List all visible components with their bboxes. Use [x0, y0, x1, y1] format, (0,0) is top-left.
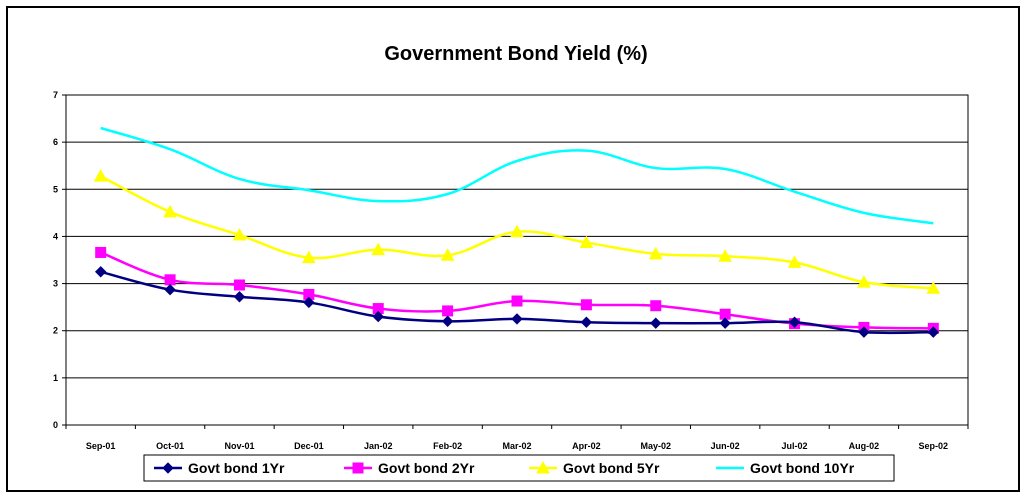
legend-marker	[162, 462, 174, 474]
y-tick-label: 4	[53, 231, 58, 241]
data-point	[303, 296, 315, 309]
series-3	[100, 126, 934, 225]
chart-svg: Government Bond Yield (%) 0 1 2 3 4 5 6 7 Sep-0…	[53, 43, 969, 482]
data-point	[650, 300, 662, 312]
x-tick-label: Sep-01	[86, 441, 116, 451]
legend-box	[143, 454, 895, 482]
series-2	[93, 169, 941, 294]
chart-frame: Government Bond Yield (%) 0 1 2 3 4 5 6 7 Sep-0…	[6, 6, 1020, 492]
data-point	[510, 224, 524, 238]
data-point	[232, 227, 247, 241]
x-tick-label: Sep-02	[919, 441, 949, 451]
legend: Govt bond 1Yr Govt bond 2Yr Govt bond 5Yr G…	[154, 460, 855, 476]
x-tick-label: Feb-02	[433, 441, 462, 451]
y-tick-labels: 0 1 2 3 4 5 6 7	[53, 90, 58, 430]
legend-label: Govt bond 10Yr	[750, 460, 855, 476]
data-point	[372, 310, 384, 323]
data-point	[926, 281, 941, 294]
data-point	[442, 305, 454, 317]
plot-area	[65, 94, 969, 426]
legend-marker	[536, 460, 550, 474]
data-point	[648, 246, 663, 260]
data-point	[511, 295, 523, 307]
legend-item: Govt bond 1Yr	[154, 460, 285, 476]
x-tick-label: Nov-01	[224, 441, 254, 451]
data-point	[579, 235, 594, 249]
x-tick-label: Oct-01	[156, 441, 184, 451]
legend-label: Govt bond 2Yr	[378, 460, 475, 476]
x-tick-label: Mar-02	[502, 441, 531, 451]
legend-item: Govt bond 10Yr	[716, 460, 855, 476]
data-point	[787, 255, 802, 268]
data-point	[511, 313, 523, 325]
y-tick-label: 0	[53, 420, 58, 430]
x-tick-label: Apr-02	[572, 441, 601, 451]
y-tick-label: 2	[53, 326, 58, 336]
legend-label: Govt bond 1Yr	[188, 460, 285, 476]
legend-item: Govt bond 5Yr	[529, 460, 660, 476]
data-point	[580, 316, 593, 328]
data-point	[858, 326, 870, 338]
data-point	[93, 169, 108, 182]
data-point	[650, 317, 662, 329]
x-tick-label: Dec-01	[294, 441, 324, 451]
x-tick-label: Jan-02	[364, 441, 393, 451]
data-point	[233, 291, 246, 303]
x-tick-label: Aug-02	[849, 441, 880, 451]
x-tick-label: Jun-02	[711, 441, 740, 451]
legend-item: Govt bond 2Yr	[344, 460, 475, 476]
data-point	[718, 249, 732, 262]
data-point	[233, 279, 245, 291]
x-tick-labels: Sep-01 Oct-01 Nov-01 Dec-01 Jan-02 Feb-02 Mar-…	[65, 425, 969, 451]
data-point	[441, 315, 454, 327]
legend-marker	[352, 462, 364, 474]
series-line	[100, 126, 934, 225]
data-point	[857, 275, 871, 288]
data-point	[440, 248, 455, 261]
series-0	[94, 266, 940, 338]
data-point	[164, 274, 176, 286]
data-point	[580, 299, 592, 311]
y-tick-label: 5	[53, 184, 58, 194]
y-tick-label: 3	[53, 279, 58, 289]
x-tick-label: Jul-02	[782, 441, 808, 451]
data-point	[164, 283, 176, 296]
legend-label: Govt bond 5Yr	[563, 460, 660, 476]
y-tick-label: 6	[53, 137, 58, 147]
chart-title: Government Bond Yield (%)	[384, 43, 647, 65]
data-point	[788, 316, 801, 328]
data-point	[302, 250, 316, 264]
y-tick-label: 7	[53, 90, 58, 100]
x-tick-label: May-02	[641, 441, 672, 451]
data-point	[95, 246, 107, 258]
data-point	[94, 266, 107, 278]
data-point	[163, 204, 177, 218]
data-point	[371, 242, 386, 256]
data-point	[927, 326, 940, 338]
series-layer	[93, 126, 941, 338]
data-point	[719, 317, 731, 329]
y-tick-label: 1	[53, 373, 58, 383]
